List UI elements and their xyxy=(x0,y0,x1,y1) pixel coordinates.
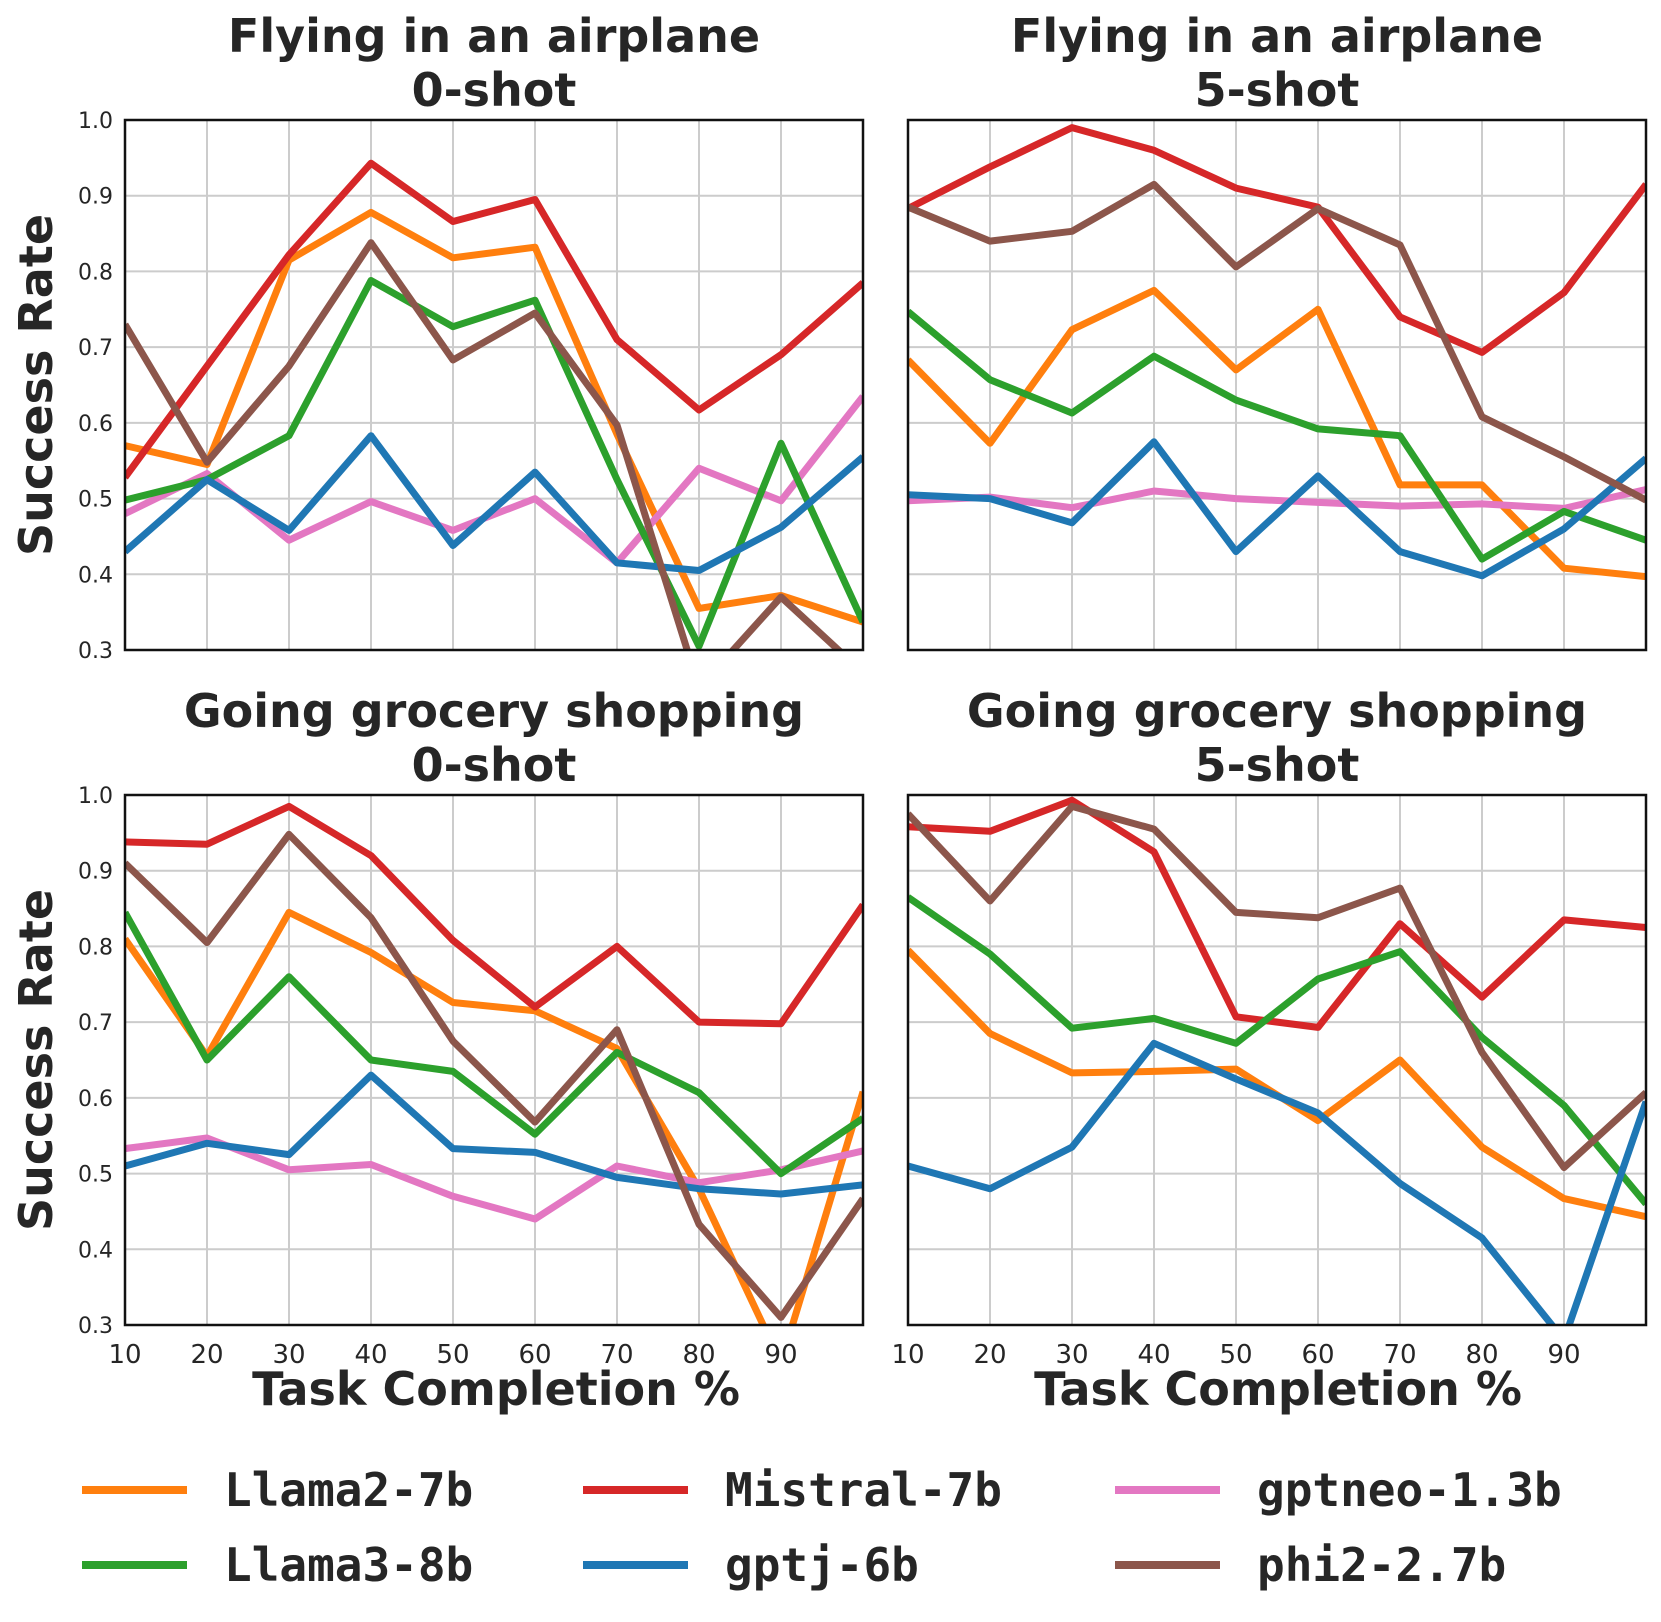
legend-item: gptj-6b xyxy=(583,1538,919,1592)
legend-item: Mistral-7b xyxy=(583,1463,1002,1517)
panel-title-line1: Going grocery shopping xyxy=(967,684,1587,738)
x-tick-label: 30 xyxy=(272,1340,305,1370)
x-tick-label: 40 xyxy=(1137,1340,1170,1370)
y-axis-label-top: Success Rate xyxy=(9,214,63,556)
panel-title-line2: 0-shot xyxy=(412,738,577,792)
series-line-mistral-7b xyxy=(125,159,863,480)
series-line-llama3-8b xyxy=(908,308,1646,563)
x-tick-label: 20 xyxy=(190,1340,223,1370)
x-tick-label: 60 xyxy=(518,1340,551,1370)
grid xyxy=(907,794,1647,1326)
plot-frame xyxy=(123,118,865,652)
x-tick-label: 10 xyxy=(891,1340,924,1370)
legend-label: Llama3-8b xyxy=(224,1538,473,1592)
y-tick-label: 0.8 xyxy=(78,260,113,285)
legend-label: Mistral-7b xyxy=(725,1463,1002,1517)
x-tick-label: 70 xyxy=(1383,1340,1416,1370)
y-tick-label: 0.5 xyxy=(78,1163,113,1188)
x-tick-label: 90 xyxy=(764,1340,797,1370)
series-line-gptj-6b xyxy=(125,432,863,574)
series-group xyxy=(125,159,863,650)
y-tick-label: 0.6 xyxy=(78,412,113,437)
x-tick-label: 80 xyxy=(1465,1340,1498,1370)
panel-title-line1: Going grocery shopping xyxy=(184,684,804,738)
x-tick-label: 20 xyxy=(973,1340,1006,1370)
axis-labels: Success Rate Success Rate Task Completio… xyxy=(9,214,1522,1416)
x-tick-label: 50 xyxy=(436,1340,469,1370)
panels: Flying in an airplane0-shot0.30.40.50.60… xyxy=(78,9,1648,1370)
series-line-llama2-7b xyxy=(908,286,1646,581)
series-line-llama2-7b xyxy=(125,908,863,1325)
y-tick-label: 0.3 xyxy=(78,639,113,664)
series-line-gptneo-1-3b xyxy=(125,1134,863,1223)
series-line-gptj-6b xyxy=(908,438,1646,580)
series-line-gptj-6b xyxy=(125,1071,863,1198)
series-line-phi2-2-7b xyxy=(125,239,844,650)
y-tick-label: 0.5 xyxy=(78,488,113,513)
legend-item: phi2-2.7b xyxy=(1115,1538,1506,1592)
y-tick-label: 0.3 xyxy=(78,1314,113,1339)
series-group xyxy=(908,796,1646,1325)
grid xyxy=(124,794,864,1326)
x-tick-label: 40 xyxy=(354,1340,387,1370)
x-tick-label: 10 xyxy=(108,1340,141,1370)
panel-title-line2: 5-shot xyxy=(1195,63,1360,117)
y-tick-label: 0.9 xyxy=(78,860,113,885)
series-line-mistral-7b xyxy=(908,796,1646,1031)
series-line-mistral-7b xyxy=(125,802,863,1028)
legend-label: Llama2-7b xyxy=(224,1463,473,1517)
series-line-phi2-2-7b xyxy=(125,830,863,1321)
y-tick-label: 0.9 xyxy=(78,185,113,210)
legend-item: Llama3-8b xyxy=(82,1538,473,1592)
series-line-llama2-7b xyxy=(125,208,863,626)
x-tick-label: 70 xyxy=(600,1340,633,1370)
panel-title-line2: 0-shot xyxy=(412,63,577,117)
legend-label: phi2-2.7b xyxy=(1257,1538,1506,1592)
series-line-gptj-6b xyxy=(908,1039,1646,1325)
x-tick-label: 80 xyxy=(682,1340,715,1370)
legend-label: gptj-6b xyxy=(725,1538,919,1592)
x-tick-label: 60 xyxy=(1301,1340,1334,1370)
y-axis-label-bottom: Success Rate xyxy=(9,889,63,1231)
series-line-llama3-8b xyxy=(125,277,863,650)
series-group xyxy=(908,124,1646,581)
x-tick-label: 30 xyxy=(1055,1340,1088,1370)
panel-title-line1: Flying in an airplane xyxy=(1011,9,1543,63)
plot-frame xyxy=(906,118,1648,652)
panel-title-line2: 5-shot xyxy=(1195,738,1360,792)
y-tick-label: 0.7 xyxy=(78,1011,113,1036)
y-tick-label: 1.0 xyxy=(78,784,113,809)
x-tick-label: 50 xyxy=(1219,1340,1252,1370)
x-tick-label: 90 xyxy=(1547,1340,1580,1370)
series-line-gptneo-1-3b xyxy=(908,486,1646,512)
y-tick-label: 0.7 xyxy=(78,336,113,361)
y-tick-label: 0.4 xyxy=(78,1238,113,1263)
plot-frame xyxy=(123,793,865,1327)
x-axis-label-left: Task Completion % xyxy=(252,1362,740,1416)
series-group xyxy=(125,802,863,1325)
legend-item: gptneo-1.3b xyxy=(1115,1463,1562,1517)
y-tick-label: 0.6 xyxy=(78,1087,113,1112)
series-line-llama3-8b xyxy=(908,894,1646,1207)
legend-item: Llama2-7b xyxy=(82,1463,473,1517)
series-line-phi2-2-7b xyxy=(908,180,1646,504)
y-tick-label: 0.4 xyxy=(78,563,113,588)
y-tick-label: 1.0 xyxy=(78,109,113,134)
x-axis-label-right: Task Completion % xyxy=(1034,1362,1522,1416)
legend: Llama2-7b Mistral-7b gptneo-1.3b Llama3-8b g… xyxy=(82,1463,1562,1592)
series-line-llama3-8b xyxy=(125,910,863,1178)
series-line-gptneo-1-3b xyxy=(125,394,863,567)
y-tick-label: 0.8 xyxy=(78,935,113,960)
legend-label: gptneo-1.3b xyxy=(1257,1463,1562,1517)
series-line-phi2-2-7b xyxy=(908,802,1646,1171)
plot-frame xyxy=(906,793,1648,1327)
panel-title-line1: Flying in an airplane xyxy=(228,9,760,63)
series-line-mistral-7b xyxy=(908,124,1646,356)
